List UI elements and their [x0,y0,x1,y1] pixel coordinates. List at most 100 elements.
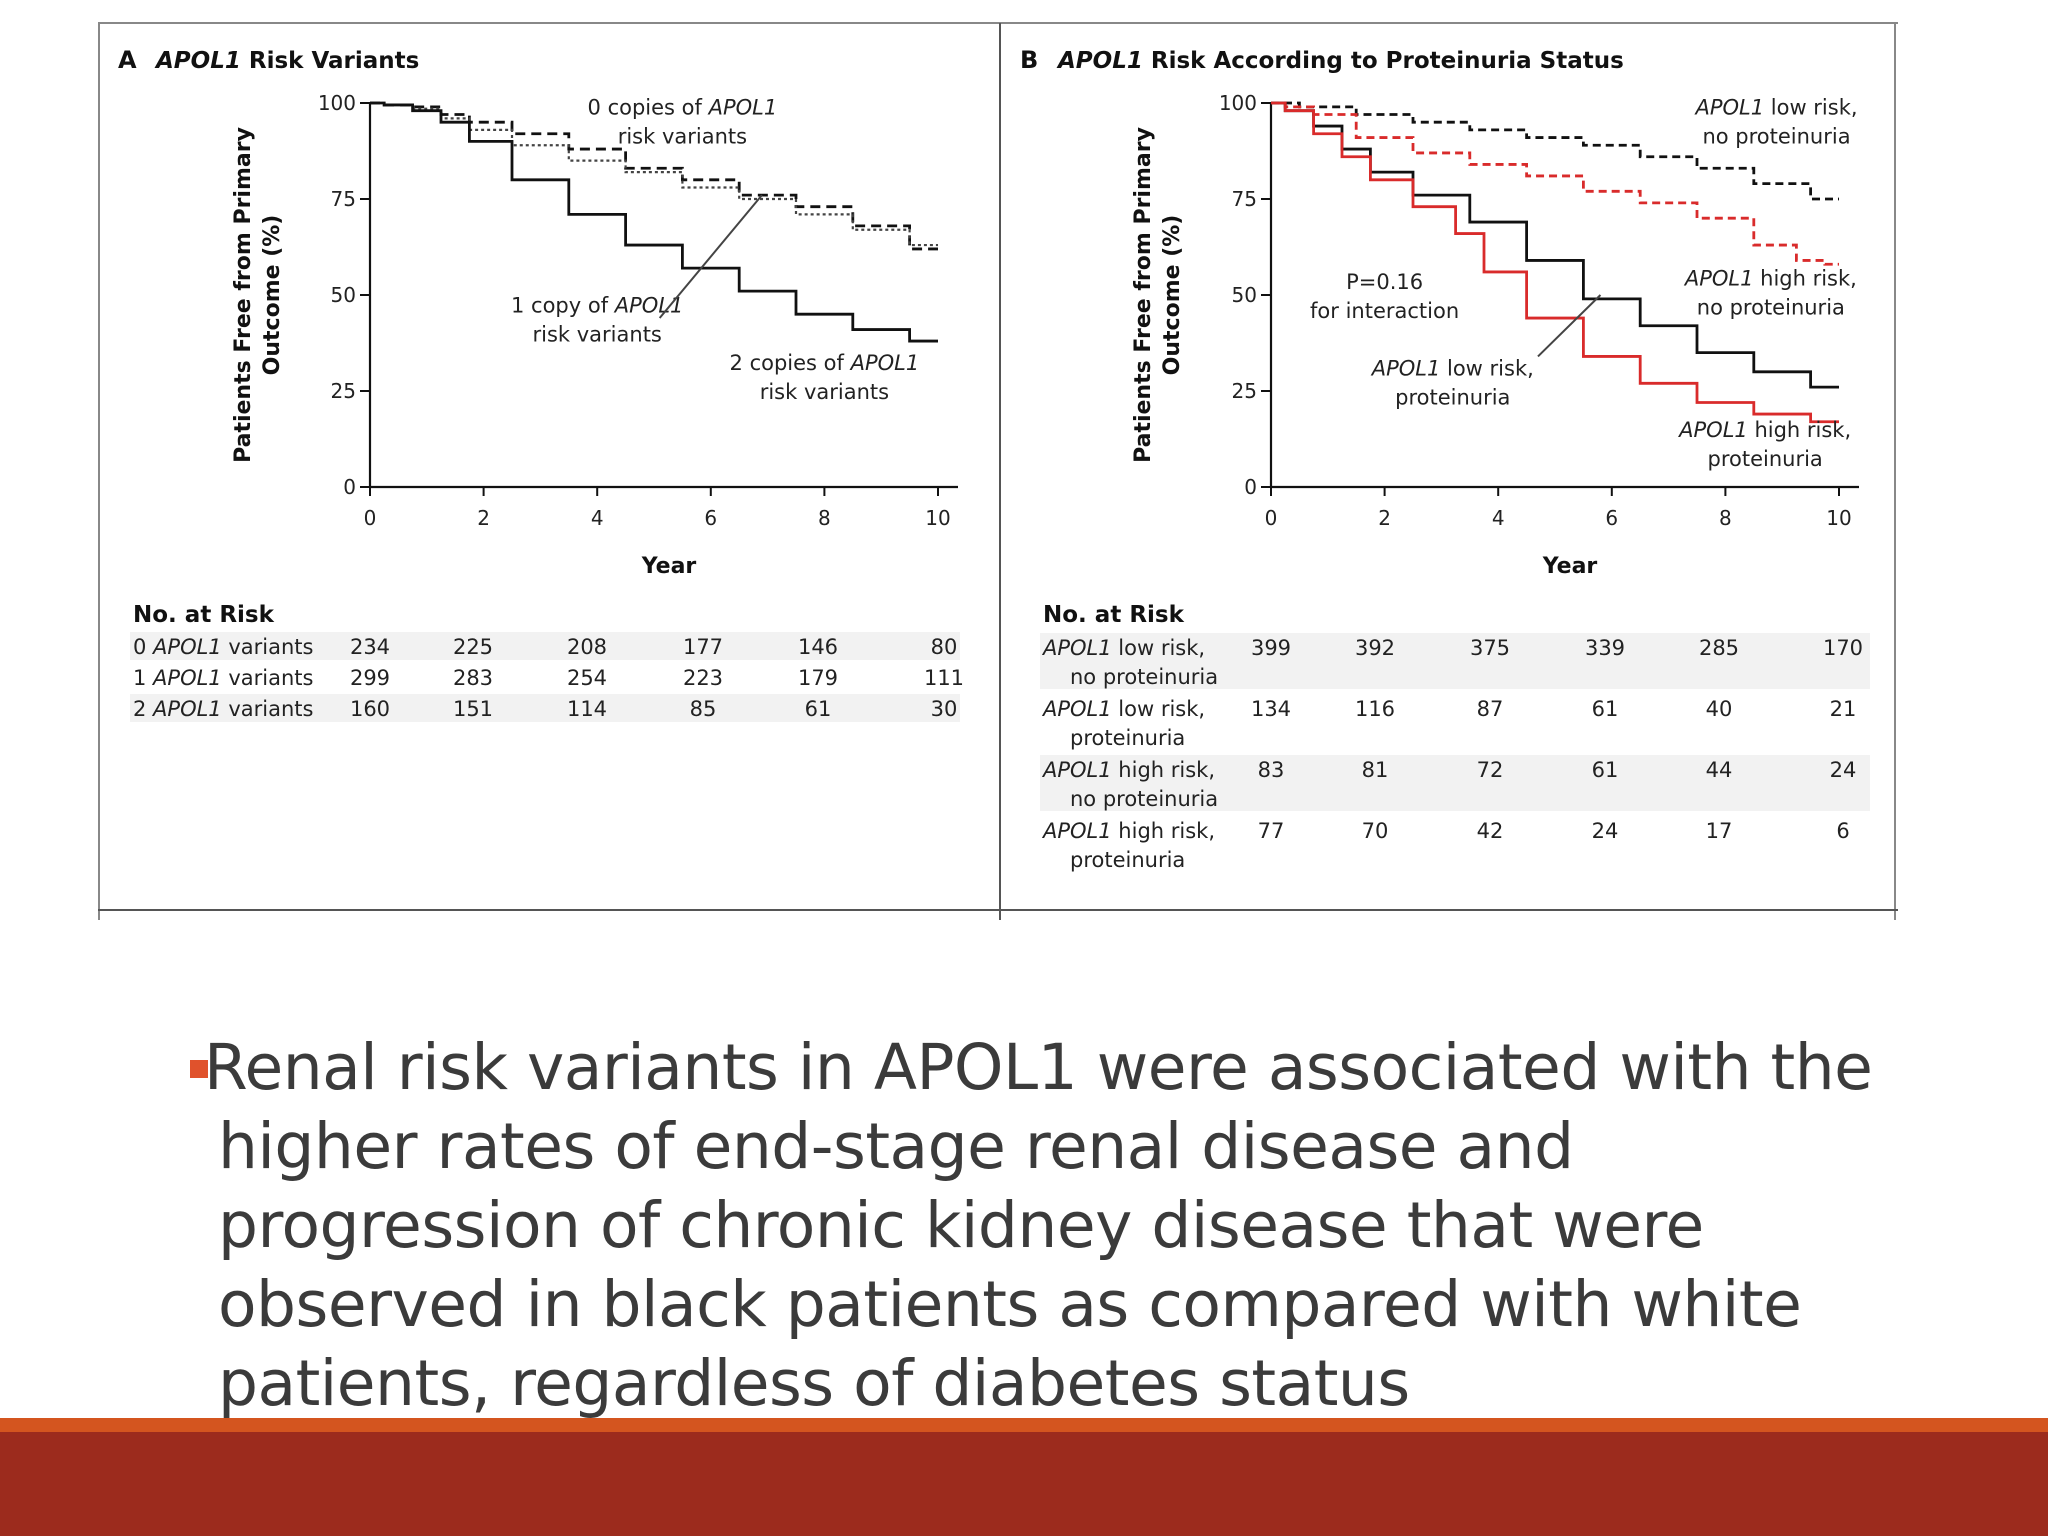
panel-a-xlabel-part-0: Year [641,554,697,579]
panel-b-xtick-label-6: 6 [1605,506,1618,530]
panel-b-annotation-0-line2-part-0: no proteinuria [1702,125,1850,149]
panel-b-risk-row-2-sublabel-part-0: no proteinuria [1070,787,1218,811]
panel-a-risk-row-1-value-1: 283 [453,666,493,690]
panel-b-risk-row-2-sublabel: no proteinuria [1070,787,1218,811]
panel-a-annotation-0-line1-part-1: APOL1 [707,96,778,120]
panel-b-series-1 [1271,101,1839,266]
panel-a-risk-row-2-value-4: 61 [805,697,832,721]
panel-a-pointer-line [658,194,763,319]
footer-accent-line [0,1418,2048,1432]
panel-b-xlabel: Year [1542,554,1598,579]
panel-a-risk-row-1-value-2: 254 [567,666,607,690]
panel-a-risk-row-0-label-part-1: APOL1 [151,635,222,659]
panel-b-risk-row-0-value-1: 392 [1355,636,1395,660]
panel-b-ytick-label-75-part-0: 75 [1232,187,1257,211]
panel-a-ylabel-line1: Patients Free from Primary [231,127,256,463]
panel-b-risk-row-0-label-part-1: low risk, [1112,636,1205,660]
panel-a-risk-row-0-value-2: 208 [567,635,607,659]
panel-a-risk-row-2-value-5-part-0: 30 [931,697,958,721]
panel-b-ylabel: Patients Free from Primary Outcome (%) [1131,127,1185,463]
panel-a-risk-row-bg-2 [130,694,960,722]
panel-a-xlabel: Year [641,554,697,579]
panel-b-ytick-label-0: 0 [1244,475,1257,499]
panel-a-ytick-label-100-part-0: 100 [318,91,356,115]
panel-b-risk-row-2-label: APOL1 high risk, [1041,758,1215,782]
panel-b-risk-row-3-value-3: 24 [1592,819,1619,843]
panel-b-risk-row-1-value-1: 116 [1355,697,1395,721]
panel-a-ytick-label-0: 0 [343,475,356,499]
panel-a-title: APOL1 Risk Variants [154,48,419,74]
panel-a-risk-row-2-value-4-part-0: 61 [805,697,832,721]
panel-a-title-part-1: Risk Variants [241,48,419,74]
panel-b-annotation-1-line2: no proteinuria [1697,295,1845,319]
panel-b-annotation-3-line1: APOL1 low risk, [1370,357,1534,381]
panel-a-risk-row-0-value-0-part-0: 234 [350,635,390,659]
panel-b-annotation-3-line2: proteinuria [1395,386,1510,410]
panel-a-xtick-label-4-part-0: 4 [591,506,604,530]
panel-a-annotation-0-line2-part-0: risk variants [618,125,747,149]
panel-b-risk-row-1-label-part-0: APOL1 [1041,697,1112,721]
panel-a-risk-header-part-0: No. at Risk [133,602,275,628]
panel-a-annotation-0-line2: risk variants [618,125,747,149]
panel-b-annotation-2-line1-part-0: P=0.16 [1346,270,1423,294]
panel-b-risk-row-1-value-4-part-0: 40 [1706,697,1733,721]
panel-b-risk-row-3-label-part-0: APOL1 [1041,819,1112,843]
panel-b-annotation-4-line2: proteinuria [1708,447,1823,471]
panel-b-series-2 [1271,101,1839,389]
panel-b-annotation-4-line2-part-0: proteinuria [1708,447,1823,471]
panel-b-risk-row-1-value-0-part-0: 134 [1251,697,1291,721]
panel-b-risk-row-3-value-1: 70 [1362,819,1389,843]
panel-b-xlabel-part-0: Year [1542,554,1598,579]
panel-a-xtick-label-0-part-0: 0 [364,506,377,530]
panel-a-ytick-label-75: 75 [331,187,356,211]
panel-b-xtick-label-4: 4 [1492,506,1505,530]
panel-b-series-3 [1271,101,1839,424]
panel-a-risk-row-1-value-0: 299 [350,666,390,690]
panel-b-xtick-label-10: 10 [1826,506,1851,530]
panel-b-annotation-1-line2-part-0: no proteinuria [1697,295,1845,319]
panel-b-risk-row-0-value-2: 375 [1470,636,1510,660]
panel-b-risk-row-3-value-2: 42 [1477,819,1504,843]
panel-a-ytick-label-50-part-0: 50 [331,283,356,307]
panel-a-risk-row-2-value-2-part-0: 114 [567,697,607,721]
panel-a-risk-row-1-label-part-0: 1 [133,666,153,690]
panel-a-annotation-1-line2-part-0: risk variants [533,322,662,346]
panel-b-risk-row-0-label: APOL1 low risk, [1041,636,1205,660]
panel-b-title-part-0: APOL1 [1056,48,1143,74]
panel-a-risk-row-0-value-3: 177 [683,635,723,659]
kaplan-meier-figure: A APOL1 Risk Variants Patients Free from P… [98,22,1898,922]
panel-a-annotation-2-line2: risk variants [760,380,889,404]
panel-b-risk-row-0-value-3: 339 [1585,636,1625,660]
panel-a-letter-part-0: A [118,46,137,74]
panel-b-risk-row-3-value-5-part-0: 6 [1836,819,1849,843]
panel-b-ytick-label-50: 50 [1232,283,1257,307]
panel-b-risk-row-0-value-2-part-0: 375 [1470,636,1510,660]
panel-b-risk-row-3-value-0: 77 [1258,819,1285,843]
panel-a-xtick-label-10: 10 [925,506,950,530]
panel-a-risk-row-0-value-4-part-0: 146 [798,635,838,659]
panel-b-xtick-label-8-part-0: 8 [1719,506,1732,530]
footer-bar [0,1432,2048,1536]
panel-b-ytick-label-50-part-0: 50 [1232,283,1257,307]
panel-a-annotation-1-line1-part-0: 1 copy of [511,293,615,317]
panel-b-risk-row-1-value-5-part-0: 21 [1830,697,1857,721]
panel-a-series-0 [370,101,938,251]
panel-b-ytick-label-100: 100 [1219,91,1257,115]
panel-b-risk-row-0-value-0: 399 [1251,636,1291,660]
panel-a-series-1 [370,101,938,247]
panel-a-risk-row-2-value-3-part-0: 85 [690,697,717,721]
bullet-marker [190,1060,208,1078]
panel-a-xtick-label-2: 2 [477,506,490,530]
panel-b-risk-row-1-value-0: 134 [1251,697,1291,721]
panel-a-xtick-label-6-part-0: 6 [704,506,717,530]
panel-b-risk-row-1-value-3-part-0: 61 [1592,697,1619,721]
panel-b-risk-row-0-value-4-part-0: 285 [1699,636,1739,660]
panel-a-risk-row-0-value-1: 225 [453,635,493,659]
panel-b-risk-header: No. at Risk [1043,602,1185,628]
panel-b-xtick-label-2: 2 [1378,506,1391,530]
panel-a-risk-row-0-value-0: 234 [350,635,390,659]
panel-a-ylabel-line2-part-0: Outcome (%) [260,215,285,376]
panel-a-risk-row-1-value-3-part-0: 223 [683,666,723,690]
panel-a-risk-row-1-value-5: 111 [924,666,964,690]
panel-a-ylabel-line2: Outcome (%) [260,215,285,376]
